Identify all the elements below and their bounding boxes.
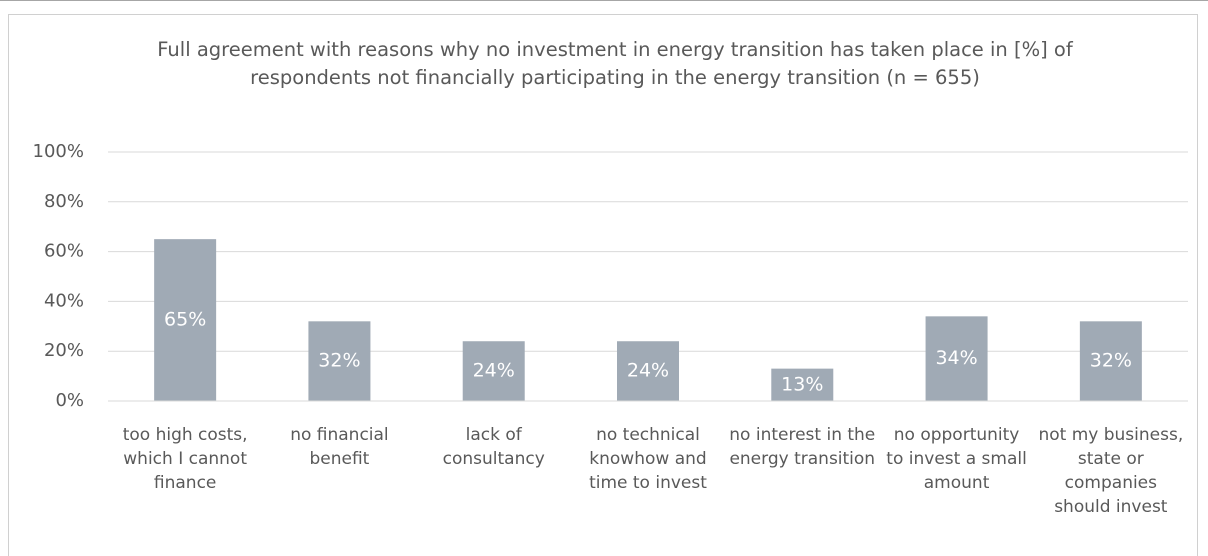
- data-label: 34%: [935, 347, 977, 369]
- chart-frame: [8, 14, 1198, 556]
- data-label: 13%: [781, 373, 823, 395]
- bar: [154, 239, 217, 401]
- bar: [462, 341, 525, 401]
- data-label: 32%: [318, 350, 360, 372]
- y-tick-label: 60%: [44, 241, 84, 262]
- top-border: [0, 0, 1208, 1]
- chart-title: Full agreement with reasons why no inves…: [157, 38, 1073, 89]
- bar: [617, 341, 679, 401]
- data-label: 24%: [627, 360, 669, 382]
- data-label: 24%: [473, 360, 515, 382]
- bar: [1079, 321, 1142, 401]
- x-tick-label: not my business, state or companies shou…: [1038, 425, 1184, 517]
- y-tick-label: 100%: [33, 141, 84, 162]
- x-tick-label: no interest in the energy transition: [729, 425, 876, 469]
- x-tick-label: no technical knowhow and time to invest: [589, 425, 707, 493]
- data-label: 32%: [1090, 350, 1132, 372]
- x-tick-label: no opportunity to invest a small amount: [886, 425, 1027, 493]
- y-tick-label: 40%: [44, 290, 84, 311]
- y-tick-label: 20%: [44, 340, 84, 361]
- bar: [771, 368, 834, 401]
- x-tick-label: lack of consultancy: [442, 425, 545, 469]
- data-label: 65%: [164, 309, 206, 331]
- x-tick-label: too high costs, which I cannot finance: [122, 425, 248, 493]
- y-tick-label: 0%: [55, 390, 84, 411]
- bar: [925, 316, 988, 401]
- bar: [308, 321, 371, 401]
- x-tick-label: no financial benefit: [290, 425, 389, 469]
- y-tick-label: 80%: [44, 191, 84, 212]
